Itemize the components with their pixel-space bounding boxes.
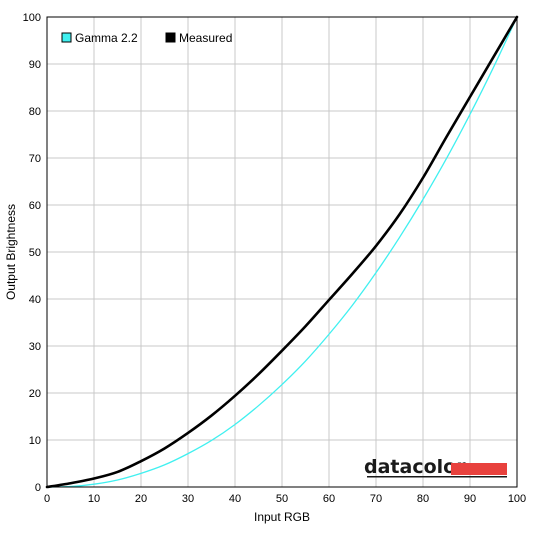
plot-frame <box>46 16 518 488</box>
series-line-measured <box>45 15 519 489</box>
legend-swatch-gamma <box>61 32 72 43</box>
datacolor-logo-bar <box>451 463 507 475</box>
y-tick-label: 30 <box>29 341 41 353</box>
x-tick-label: 30 <box>182 493 194 505</box>
x-tick-label: 70 <box>370 493 382 505</box>
x-tick-label: 60 <box>323 493 335 505</box>
datacolor-logo-underline <box>367 476 507 478</box>
y-tick-label: 50 <box>29 247 41 259</box>
y-tick-label: 60 <box>29 200 41 212</box>
y-tick-label: 100 <box>23 12 41 24</box>
series-line-gamma <box>46 16 518 488</box>
y-tick-label: 20 <box>29 388 41 400</box>
legend-label-gamma: Gamma 2.2 <box>75 31 138 45</box>
x-tick-label: 80 <box>417 493 429 505</box>
datacolor-logo-text: datacolor <box>364 456 466 478</box>
x-tick-label: 20 <box>135 493 147 505</box>
x-tick-label: 100 <box>508 493 526 505</box>
series-layer <box>45 15 519 489</box>
y-tick-label: 0 <box>35 482 41 494</box>
y-tick-label: 70 <box>29 153 41 165</box>
legend-item-gamma: Gamma 2.2 <box>61 31 138 45</box>
x-tick-label: 50 <box>276 493 288 505</box>
legend-item-measured: Measured <box>165 31 232 45</box>
y-tick-label: 40 <box>29 294 41 306</box>
x-tick-label: 0 <box>44 493 50 505</box>
datacolor-logo: datacolor <box>364 456 507 478</box>
y-tick-label: 90 <box>29 59 41 71</box>
legend-swatch-measured <box>165 32 176 43</box>
x-axis-title: Input RGB <box>254 510 310 524</box>
y-tick-label: 80 <box>29 106 41 118</box>
x-tick-label: 40 <box>229 493 241 505</box>
x-tick-label: 90 <box>464 493 476 505</box>
legend: Gamma 2.2 Measured <box>61 31 232 45</box>
legend-label-measured: Measured <box>179 31 232 45</box>
x-tick-label: 10 <box>88 493 100 505</box>
tick-labels: 0 10 20 30 40 50 60 70 80 90 100 0 10 20 30 40 50 60 70 80 9… <box>23 12 527 505</box>
y-axis-title: Output Brightness <box>4 204 18 300</box>
y-tick-label: 10 <box>29 435 41 447</box>
